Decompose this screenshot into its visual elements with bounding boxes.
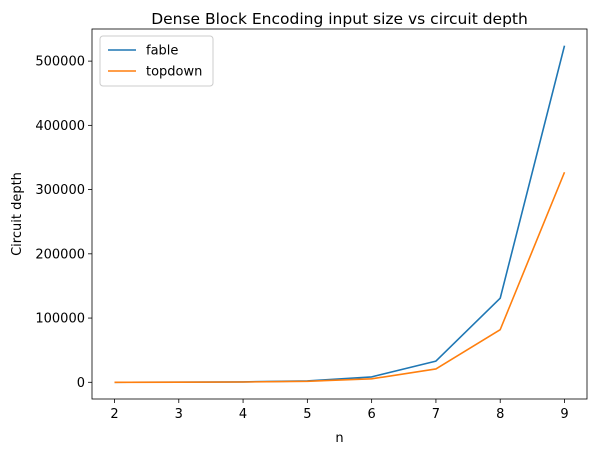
x-axis-label: n: [335, 431, 343, 446]
y-axis: 0 100000 200000 300000 400000 500000: [35, 55, 92, 391]
y-tick-label: 100000: [35, 312, 85, 327]
y-tick-label: 200000: [35, 247, 85, 262]
y-axis-label: Circuit depth: [10, 172, 25, 256]
x-tick-label: 2: [110, 407, 118, 422]
legend-label-topdown: topdown: [146, 65, 202, 80]
y-tick-label: 0: [77, 376, 85, 391]
x-tick-label: 6: [368, 407, 376, 422]
chart-title: Dense Block Encoding input size vs circu…: [151, 10, 528, 28]
series-line-topdown: [114, 171, 566, 384]
x-tick-label: 3: [175, 407, 183, 422]
plot-frame: [91, 28, 588, 400]
x-tick-label: 5: [303, 407, 311, 422]
legend: fable topdown: [99, 35, 214, 87]
x-tick-label: 4: [239, 407, 247, 422]
y-tick-label: 400000: [35, 119, 85, 134]
x-tick-label: 8: [496, 407, 504, 422]
legend-label-fable: fable: [146, 44, 178, 59]
x-tick-label: 9: [560, 407, 568, 422]
plot-area: [114, 45, 566, 384]
legend-box: [99, 35, 214, 87]
x-tick-label: 7: [432, 407, 440, 422]
y-tick-label: 300000: [35, 183, 85, 198]
y-tick-label: 500000: [35, 55, 85, 70]
x-axis: 2 3 4 5 6 7 8 9: [110, 399, 569, 422]
